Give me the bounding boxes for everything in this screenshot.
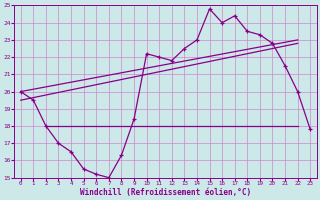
X-axis label: Windchill (Refroidissement éolien,°C): Windchill (Refroidissement éolien,°C) (80, 188, 251, 197)
